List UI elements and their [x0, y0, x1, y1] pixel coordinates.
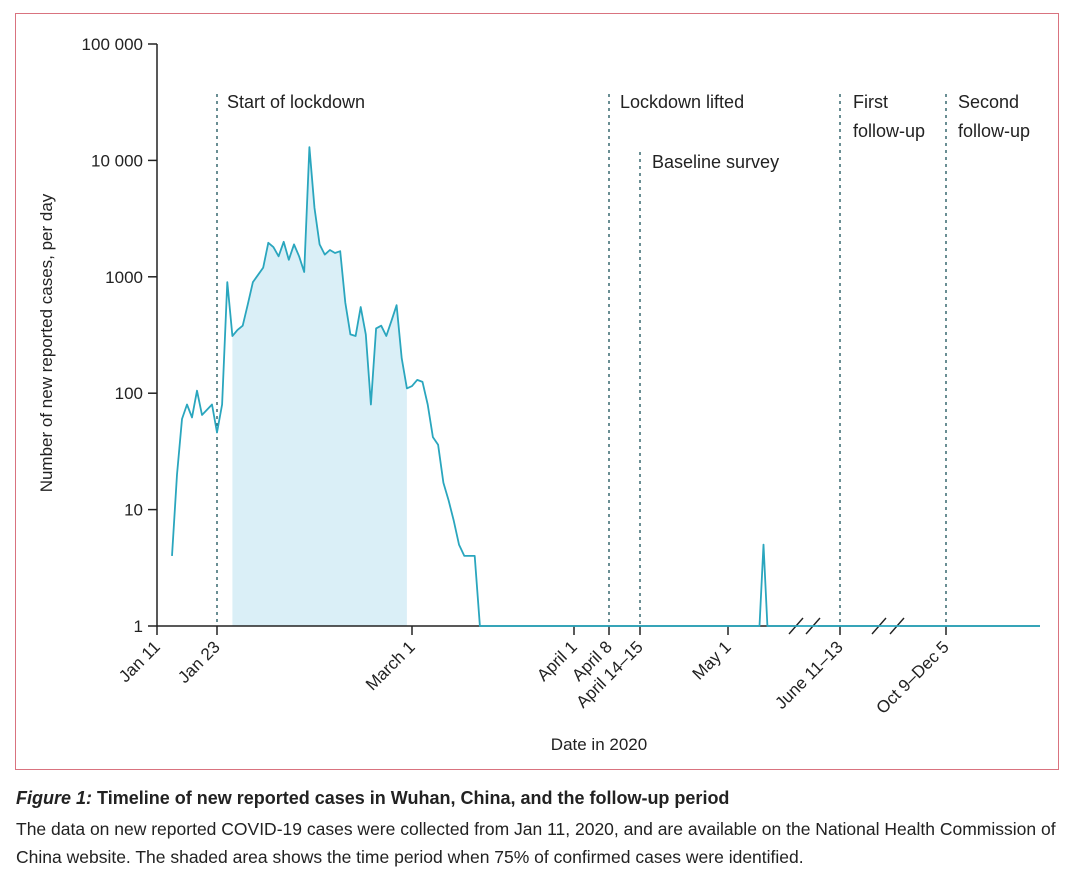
x-tick-label: Jan 11 [115, 637, 164, 686]
event-label: follow-up [958, 121, 1030, 141]
event-label: Start of lockdown [227, 92, 365, 112]
x-tick-label: June 11–13 [771, 637, 846, 712]
event-label: First [853, 92, 888, 112]
x-tick-label: Jan 23 [174, 637, 224, 687]
y-tick-label: 1 [134, 617, 143, 636]
event-label: Second [958, 92, 1019, 112]
y-tick-label: 10 [124, 501, 143, 520]
x-tick-label: Oct 9–Dec 5 [873, 637, 953, 717]
shaded-area [232, 147, 407, 626]
figure-frame [15, 13, 1059, 770]
y-axis-title: Number of new reported cases, per day [37, 193, 56, 492]
y-tick-label: 100 [115, 384, 143, 403]
figure-caption: Figure 1: Timeline of new reported cases… [16, 788, 1066, 871]
event-label: Lockdown lifted [620, 92, 744, 112]
caption-title: Timeline of new reported cases in Wuhan,… [97, 788, 730, 808]
caption-body: The data on new reported COVID-19 cases … [16, 819, 1056, 867]
event-label: follow-up [853, 121, 925, 141]
x-tick-label: May 1 [689, 637, 735, 683]
series-line [171, 146, 1040, 627]
caption-label: Figure 1: [16, 788, 93, 808]
x-axis-title: Date in 2020 [551, 735, 647, 754]
x-tick-label: March 1 [362, 637, 419, 694]
event-label: Baseline survey [652, 152, 779, 172]
y-tick-label: 10 000 [91, 151, 143, 170]
y-tick-label: 100 000 [82, 35, 143, 54]
y-tick-label: 1000 [105, 268, 143, 287]
caption-title-line: Figure 1: Timeline of new reported cases… [16, 788, 1066, 809]
